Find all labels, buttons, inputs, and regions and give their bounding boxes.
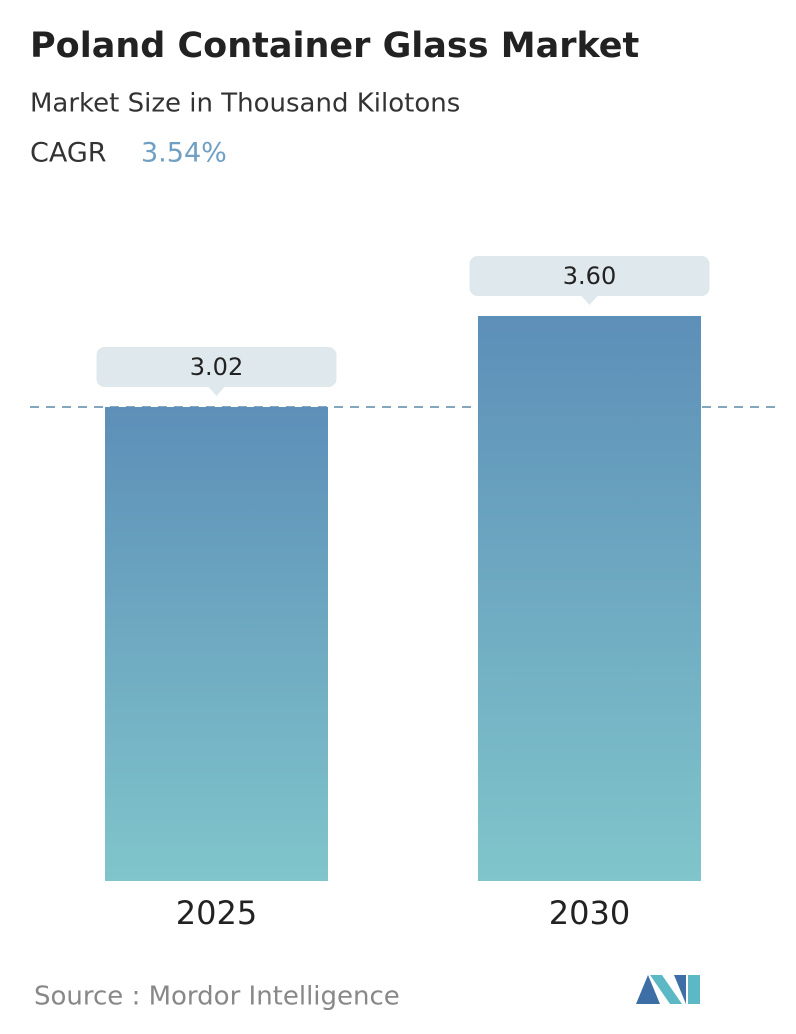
bar — [478, 316, 701, 881]
cagr-label: CAGR — [30, 138, 107, 169]
x-tick-label: 2025 — [176, 894, 257, 932]
label-box — [469, 256, 710, 305]
bar — [105, 407, 328, 881]
value-label: 3.02 — [190, 353, 243, 381]
logo — [636, 975, 700, 1004]
chart-subtitle: Market Size in Thousand Kilotons — [30, 89, 460, 119]
value-label: 3.60 — [563, 262, 616, 290]
source: Source : Mordor Intelligence — [34, 982, 400, 1012]
x-tick-label: 2030 — [549, 894, 630, 932]
chart-title: Poland Container Glass Market — [30, 26, 639, 66]
cagr-value: 3.54% — [141, 138, 227, 169]
label-box — [96, 347, 337, 397]
